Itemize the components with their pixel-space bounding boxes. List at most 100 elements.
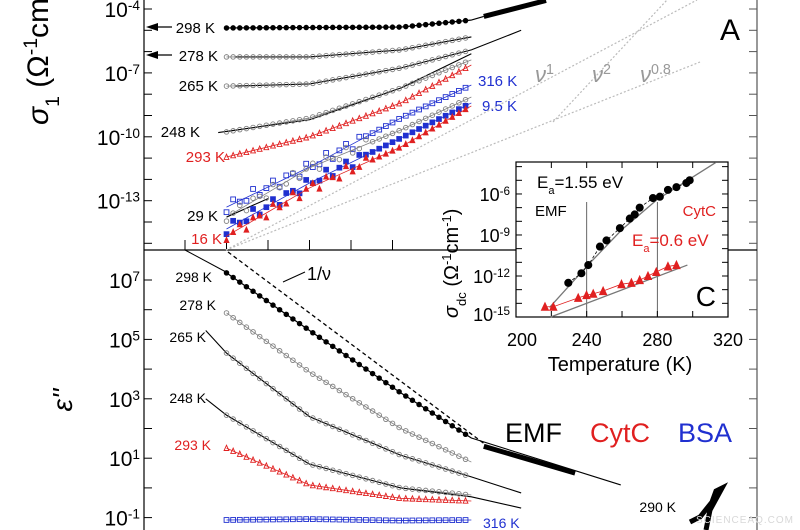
inset-c-y-tick-label: 10-15 — [473, 305, 510, 326]
inset-c-cytc-point — [635, 274, 644, 285]
panel-b-278-k-point — [263, 338, 270, 345]
panel-b-298-k-point — [256, 293, 263, 299]
inset-c-cytc-point — [672, 259, 681, 270]
panel-a-y-axis-label: σ1 (Ω-1cm-1 — [20, 0, 64, 125]
panel-a-29-k-point — [389, 130, 396, 137]
panel-b-298-k-point — [383, 379, 389, 386]
panel-a-248-k-point — [429, 72, 436, 79]
panel-b-298-k-point — [456, 427, 462, 433]
panel-a-298-k-point — [416, 22, 422, 29]
panel-a-y-tick-label: 10-7 — [105, 61, 141, 86]
panel-b-293-k-point — [422, 495, 429, 503]
panel-b-248-k-point — [436, 489, 442, 495]
panel-a-29-k-point — [250, 195, 256, 201]
panel-a-316-k-point — [402, 112, 409, 119]
panel-b-293-k-point — [449, 496, 456, 504]
panel-a-248-k-point — [296, 116, 303, 123]
panel-a-29-k-point — [296, 175, 303, 182]
panel-a-248-k-point — [256, 123, 263, 130]
panel-a-248-k-point — [396, 85, 402, 92]
panel-b-293-k-point — [429, 495, 436, 503]
panel-a-278-k-point — [462, 35, 469, 41]
panel-b-298-k-point — [403, 393, 409, 399]
panel-b-265-k-point — [422, 460, 429, 466]
panel-b-248-k-point — [290, 451, 296, 458]
panel-a-316-k-point — [223, 209, 230, 216]
panel-a-9-5-k-point — [230, 217, 236, 224]
panel-b-278-k-point — [409, 431, 416, 437]
panel-b-248-k-point — [376, 479, 382, 486]
panel-a-316-k-point — [363, 133, 369, 140]
panel-a-298-k-point — [243, 25, 250, 31]
panel-a-29-k-point — [323, 154, 329, 160]
panel-b-293-k-point — [289, 473, 296, 481]
panel-a-298-k-point — [349, 24, 356, 31]
panel-a-278-k-point — [336, 51, 343, 58]
panel-a-29-k-point — [316, 166, 323, 172]
panel-a-293-k-point — [376, 106, 383, 114]
panel-a-16-k-point — [336, 174, 343, 182]
panel-b-298-k-point — [376, 375, 382, 381]
panel-a-278-k-point — [449, 37, 456, 44]
panel-b-298-k-point — [323, 339, 329, 345]
panel-a-9-5-k-point — [422, 122, 429, 129]
panel-b-316-k-point — [329, 516, 336, 523]
panel-b-316-k-point — [409, 517, 416, 524]
panel-a-29-k-point — [336, 156, 343, 163]
panel-a-248-k-point — [363, 96, 369, 103]
panel-b-series-label: 278 K — [179, 297, 216, 313]
panel-a-293-k-point — [409, 92, 416, 100]
panel-a-248-k-point — [270, 121, 276, 127]
panel-a-298-k-point — [462, 17, 469, 24]
panel-a-316-k-point — [409, 109, 416, 116]
panel-a-293-k-point — [289, 136, 296, 144]
panel-b-278-k-point — [442, 447, 449, 453]
panel-a-316-k-point — [356, 133, 363, 140]
panel-b-248-k-point — [316, 463, 323, 470]
panel-b-248-k-point — [403, 485, 409, 492]
panel-b-293-k-point — [409, 494, 416, 502]
panel-a-29-k-point — [243, 207, 250, 214]
panel-b-316-k-point — [243, 516, 250, 523]
panel-b-265-k-point — [363, 437, 369, 444]
panel-a-265-k-point — [256, 82, 263, 89]
inset-c-x-tick-label: 200 — [507, 330, 537, 350]
panel-a-278-k-point — [456, 36, 462, 42]
panel-a-248-k-point — [336, 105, 343, 111]
panel-b-248-k-point — [349, 472, 356, 479]
panel-b-248-k-point — [336, 469, 343, 475]
panel-a-248-k-point — [403, 83, 409, 89]
panel-b-293-k-point — [336, 485, 343, 493]
panel-a-293-k-point — [223, 153, 230, 160]
panel-a-293-k-point — [249, 146, 257, 154]
panel-b-298-k-point — [336, 348, 343, 354]
panel-a-248-k-point — [383, 90, 389, 96]
panel-b-278-k-point — [436, 443, 442, 450]
panel-b-293-k-point — [243, 452, 250, 460]
panel-b-265-k-point — [243, 365, 250, 372]
panel-b-278-k-point — [256, 333, 263, 340]
panel-b-293-k-point — [263, 461, 270, 469]
panel-a-298-k-point — [296, 24, 303, 31]
panel-b-265-k-point — [449, 468, 456, 474]
panel-a-293-k-point — [462, 64, 469, 71]
panel-b-316-k-point — [283, 516, 290, 523]
panel-a-298-k-point — [310, 24, 316, 31]
panel-a-265-k-point — [416, 60, 422, 67]
panel-a-29-k-point — [369, 138, 376, 145]
panel-b-298-k-point — [283, 311, 290, 318]
panel-a-265-k-point — [449, 52, 456, 58]
panel-a-316-k-point — [283, 172, 290, 179]
panel-b-265-k-point — [369, 440, 376, 447]
panel-b-278-k-point — [396, 424, 402, 431]
inverse-nu-label: 1/ν — [307, 264, 331, 284]
panel-a-16-k-point — [429, 124, 436, 132]
panel-a-316-k-point — [303, 160, 310, 167]
panel-b-265-k-point — [323, 420, 329, 427]
panel-b-series-label: 248 K — [169, 390, 206, 406]
panel-a-9-5-k-point — [389, 139, 396, 146]
panel-b-316-k-point — [276, 516, 283, 523]
panel-b-293-k-point — [316, 482, 323, 490]
panel-a-248-k-point — [389, 88, 396, 94]
panel-a-316-k-point — [263, 185, 270, 191]
